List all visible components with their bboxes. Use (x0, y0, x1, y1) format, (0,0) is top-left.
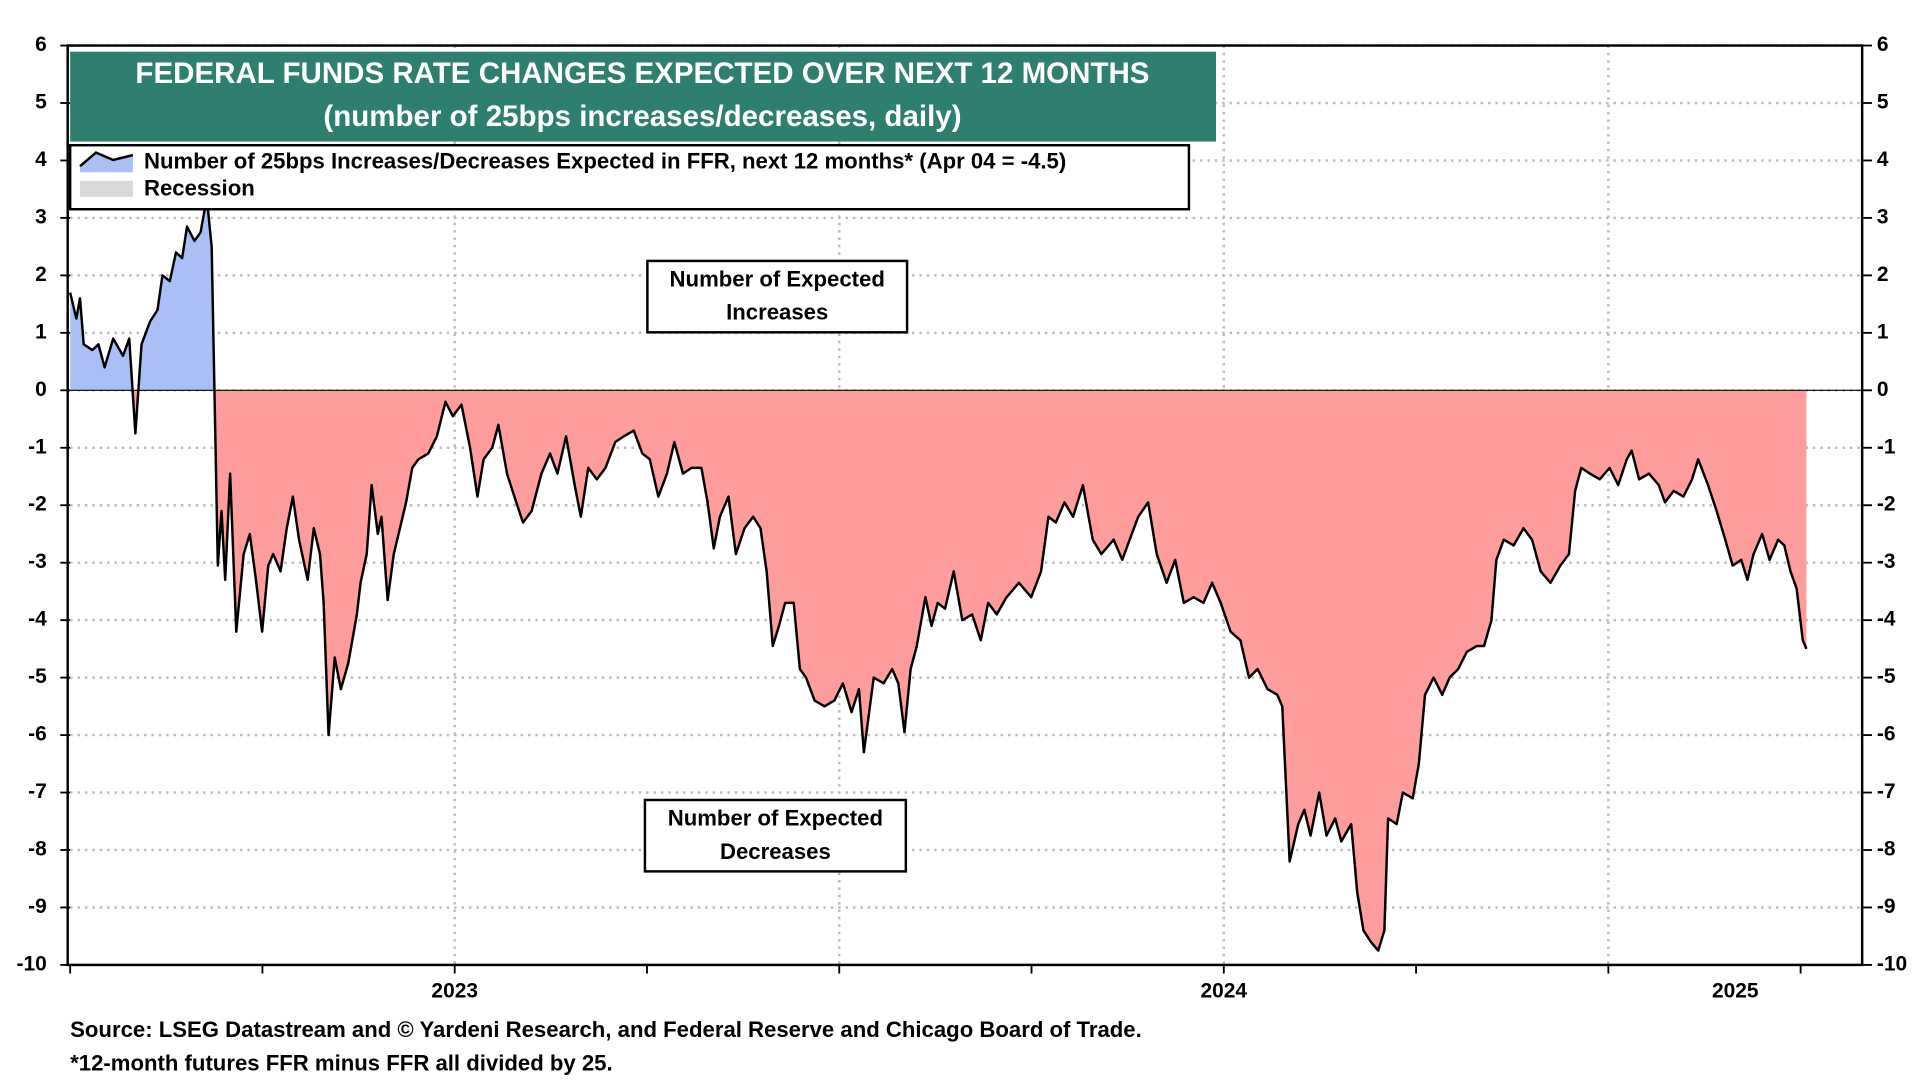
y-tick-label: 0 (35, 378, 47, 401)
annotation-box (643, 798, 908, 873)
y-tick-label-right: -7 (1877, 780, 1896, 803)
y-tick-label-right: 5 (1877, 91, 1889, 114)
y-tick-label: -9 (28, 895, 47, 918)
y-tick-label: 3 (35, 205, 47, 228)
legend-label-recession: Recession (144, 175, 255, 200)
y-tick-label: -8 (28, 838, 47, 861)
y-tick-label: -5 (28, 665, 47, 688)
chart-subtitle: (number of 25bps increases/decreases, da… (323, 100, 961, 133)
y-tick-label: 4 (35, 148, 47, 171)
chart-title: FEDERAL FUNDS RATE CHANGES EXPECTED OVER… (135, 57, 1149, 90)
y-tick-label: -4 (28, 608, 47, 631)
legend-box (68, 144, 1191, 211)
y-tick-label: -10 (17, 952, 47, 975)
y-tick-label-right: -4 (1877, 608, 1896, 631)
y-tick-label: -6 (28, 723, 47, 746)
x-tick-label: 2024 (1201, 980, 1248, 1003)
y-tick-label-right: -3 (1877, 550, 1896, 573)
x-tick-label: 2025 (1712, 980, 1759, 1003)
footnote: *12-month futures FFR minus FFR all divi… (70, 1050, 613, 1075)
y-tick-label-right: 2 (1877, 263, 1889, 286)
legend-line (79, 151, 134, 168)
source-note: Source: LSEG Datastream and © Yardeni Re… (70, 1017, 1142, 1042)
annotation-text: Increases (726, 300, 828, 325)
area-below (70, 390, 1807, 951)
series-line (68, 196, 1808, 952)
y-tick-label: 5 (35, 91, 47, 114)
title-box (70, 51, 1217, 142)
y-tick-label-right: 6 (1877, 33, 1889, 56)
y-tick-label-right: -5 (1877, 665, 1896, 688)
annotation-text: Decreases (720, 839, 831, 864)
legend-swatch-recession (80, 180, 133, 197)
y-tick-label: 2 (35, 263, 47, 286)
plot-frame (66, 44, 1864, 967)
y-tick-label: -7 (28, 780, 47, 803)
y-tick-label-right: 3 (1877, 205, 1889, 228)
y-tick-label-right: 1 (1877, 320, 1889, 343)
y-tick-label-right: -2 (1877, 493, 1896, 516)
y-tick-label-right: -10 (1877, 952, 1907, 975)
legend-swatch (80, 152, 133, 173)
legend-label: Number of 25bps Increases/Decreases Expe… (144, 148, 1066, 173)
y-tick-label: 1 (35, 320, 47, 343)
y-tick-label-right: -9 (1877, 895, 1896, 918)
y-tick-label: 6 (35, 33, 47, 56)
y-tick-label-right: -1 (1877, 435, 1896, 458)
annotation-box (646, 259, 909, 334)
y-tick-label-right: 0 (1877, 378, 1889, 401)
annotation-text: Number of Expected (670, 266, 885, 291)
y-tick-label-right: -6 (1877, 723, 1896, 746)
annotation-text: Number of Expected (668, 806, 883, 831)
x-tick-label: 2023 (431, 980, 478, 1003)
y-tick-label: -3 (28, 550, 47, 573)
y-tick-label: -1 (28, 435, 47, 458)
y-tick-label: -2 (28, 493, 47, 516)
y-tick-label-right: -8 (1877, 838, 1896, 861)
y-tick-label-right: 4 (1877, 148, 1889, 171)
